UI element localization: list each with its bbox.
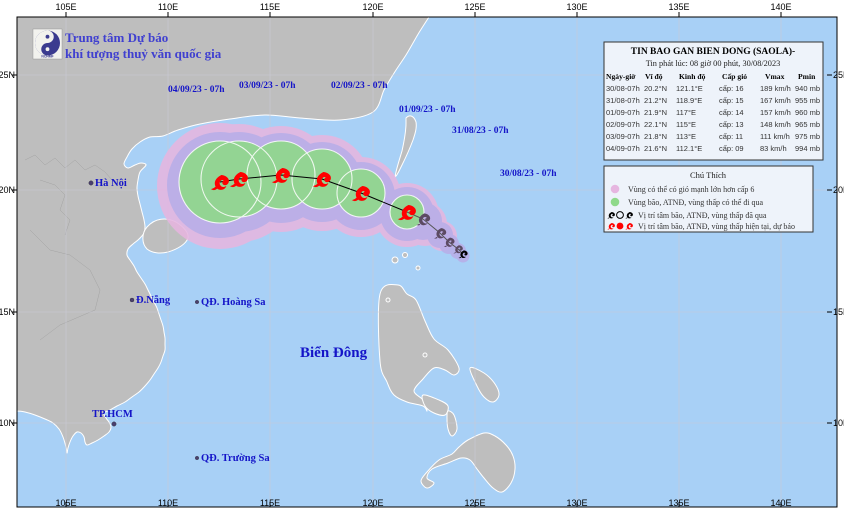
svg-text:Kinh độ: Kinh độ bbox=[679, 72, 706, 81]
svg-text:21.6°N: 21.6°N bbox=[644, 144, 667, 153]
svg-text:111 km/h: 111 km/h bbox=[760, 132, 790, 141]
svg-text:cấp: 14: cấp: 14 bbox=[719, 108, 744, 117]
svg-text:10N: 10N bbox=[833, 418, 844, 428]
svg-text:cấp: 16: cấp: 16 bbox=[719, 84, 744, 93]
svg-text:157 km/h: 157 km/h bbox=[760, 108, 791, 117]
svg-text:31/08-07h: 31/08-07h bbox=[606, 96, 640, 105]
svg-text:125E: 125E bbox=[464, 498, 485, 508]
svg-text:cấp: 15: cấp: 15 bbox=[719, 96, 744, 105]
svg-text:cấp: 09: cấp: 09 bbox=[719, 144, 744, 153]
svg-text:140E: 140E bbox=[770, 2, 791, 12]
svg-text:31/08/23 - 07h: 31/08/23 - 07h bbox=[452, 126, 509, 136]
svg-text:15N: 15N bbox=[833, 307, 844, 317]
svg-text:120E: 120E bbox=[362, 498, 383, 508]
svg-text:105E: 105E bbox=[55, 498, 76, 508]
svg-text:135E: 135E bbox=[668, 498, 689, 508]
svg-text:83 km/h: 83 km/h bbox=[760, 144, 787, 153]
svg-text:120E: 120E bbox=[362, 2, 383, 12]
svg-text:Vùng có thể có gió mạnh lớn hơ: Vùng có thể có gió mạnh lớn hơn cấp 6 bbox=[628, 185, 754, 194]
svg-text:140E: 140E bbox=[770, 498, 791, 508]
svg-text:115E: 115E bbox=[260, 498, 280, 508]
svg-text:khí tượng thuỷ văn quốc gia: khí tượng thuỷ văn quốc gia bbox=[65, 46, 222, 61]
svg-text:25N: 25N bbox=[0, 70, 15, 80]
svg-text:960 mb: 960 mb bbox=[795, 108, 820, 117]
svg-text:04/09-07h: 04/09-07h bbox=[606, 144, 640, 153]
svg-text:965 mb: 965 mb bbox=[795, 120, 820, 129]
svg-text:Hà Nội: Hà Nội bbox=[95, 178, 127, 189]
svg-text:cấp: 13: cấp: 13 bbox=[719, 120, 744, 129]
svg-text:940 mb: 940 mb bbox=[795, 84, 820, 93]
svg-text:Vmax: Vmax bbox=[765, 72, 785, 81]
svg-text:QĐ. Hoàng Sa: QĐ. Hoàng Sa bbox=[201, 297, 266, 308]
svg-text:Vị trí tâm bão, ATNĐ, vùng thấ: Vị trí tâm bão, ATNĐ, vùng thấp đã qua bbox=[638, 211, 767, 220]
svg-text:Tin phát lúc: 08 giờ 00 phút,: Tin phát lúc: 08 giờ 00 phút, 30/08/2023 bbox=[646, 59, 781, 68]
svg-text:130E: 130E bbox=[566, 498, 587, 508]
svg-text:TIN BAO GAN BIEN DONG (SAOLA)-: TIN BAO GAN BIEN DONG (SAOLA)- bbox=[631, 46, 795, 57]
svg-text:22.1°N: 22.1°N bbox=[644, 120, 667, 129]
svg-text:Đ.Nẵng: Đ.Nẵng bbox=[136, 295, 171, 306]
svg-text:TP.HCM: TP.HCM bbox=[92, 409, 133, 420]
svg-text:20.2°N: 20.2°N bbox=[644, 84, 667, 93]
svg-text:20N: 20N bbox=[833, 185, 844, 195]
svg-text:21.9°N: 21.9°N bbox=[644, 108, 667, 117]
svg-text:10N: 10N bbox=[0, 418, 15, 428]
svg-text:Biển Đông: Biển Đông bbox=[300, 345, 368, 361]
svg-text:115°E: 115°E bbox=[676, 120, 696, 129]
svg-text:Vị trí tâm bão, ATNĐ, vùng thấ: Vị trí tâm bão, ATNĐ, vùng thấp hiện tại… bbox=[638, 222, 795, 231]
svg-text:130E: 130E bbox=[566, 2, 587, 12]
svg-text:25N: 25N bbox=[833, 70, 844, 80]
svg-text:NCHMF: NCHMF bbox=[41, 55, 53, 59]
svg-text:Vùng bão, ATNĐ, vùng thấp có t: Vùng bão, ATNĐ, vùng thấp có thể đi qua bbox=[628, 198, 764, 207]
svg-text:110E: 110E bbox=[158, 498, 178, 508]
svg-text:994 mb: 994 mb bbox=[795, 144, 820, 153]
svg-text:Cấp gió: Cấp gió bbox=[722, 72, 747, 81]
svg-text:189 km/h: 189 km/h bbox=[760, 84, 791, 93]
svg-text:148 km/h: 148 km/h bbox=[760, 120, 791, 129]
svg-text:105E: 105E bbox=[55, 2, 76, 12]
svg-text:30/08-07h: 30/08-07h bbox=[606, 84, 640, 93]
svg-text:Trung tâm Dự báo: Trung tâm Dự báo bbox=[65, 30, 168, 45]
svg-text:03/09-07h: 03/09-07h bbox=[606, 132, 640, 141]
svg-text:Chú Thích: Chú Thích bbox=[690, 170, 727, 180]
svg-text:112.1°E: 112.1°E bbox=[676, 144, 702, 153]
svg-text:975 mb: 975 mb bbox=[795, 132, 820, 141]
svg-text:121.1°E: 121.1°E bbox=[676, 84, 703, 93]
svg-text:cấp: 11: cấp: 11 bbox=[719, 132, 743, 141]
svg-text:118.9°E: 118.9°E bbox=[676, 96, 702, 105]
svg-text:135E: 135E bbox=[668, 2, 689, 12]
svg-text:21.8°N: 21.8°N bbox=[644, 132, 667, 141]
svg-text:125E: 125E bbox=[464, 2, 485, 12]
svg-text:15N: 15N bbox=[0, 307, 15, 317]
svg-text:QĐ. Trường Sa: QĐ. Trường Sa bbox=[201, 453, 270, 464]
svg-text:Ngày-giờ: Ngày-giờ bbox=[606, 72, 636, 81]
svg-text:02/09-07h: 02/09-07h bbox=[606, 120, 640, 129]
svg-text:167 km/h: 167 km/h bbox=[760, 96, 791, 105]
svg-text:02/09/23 - 07h: 02/09/23 - 07h bbox=[331, 81, 388, 91]
svg-text:955 mb: 955 mb bbox=[795, 96, 820, 105]
svg-text:110E: 110E bbox=[158, 2, 178, 12]
svg-text:Pmin: Pmin bbox=[798, 72, 816, 81]
svg-text:113°E: 113°E bbox=[676, 132, 696, 141]
svg-text:21.2°N: 21.2°N bbox=[644, 96, 667, 105]
svg-text:03/09/23 - 07h: 03/09/23 - 07h bbox=[239, 81, 296, 91]
svg-text:117°E: 117°E bbox=[676, 108, 696, 117]
svg-text:20N: 20N bbox=[0, 185, 15, 195]
svg-text:30/08/23 - 07h: 30/08/23 - 07h bbox=[500, 169, 557, 179]
svg-text:115E: 115E bbox=[260, 2, 280, 12]
svg-text:01/09/23 - 07h: 01/09/23 - 07h bbox=[399, 105, 456, 115]
svg-text:01/09-07h: 01/09-07h bbox=[606, 108, 640, 117]
svg-text:04/09/23 - 07h: 04/09/23 - 07h bbox=[168, 85, 225, 95]
svg-text:Vĩ độ: Vĩ độ bbox=[645, 72, 663, 81]
